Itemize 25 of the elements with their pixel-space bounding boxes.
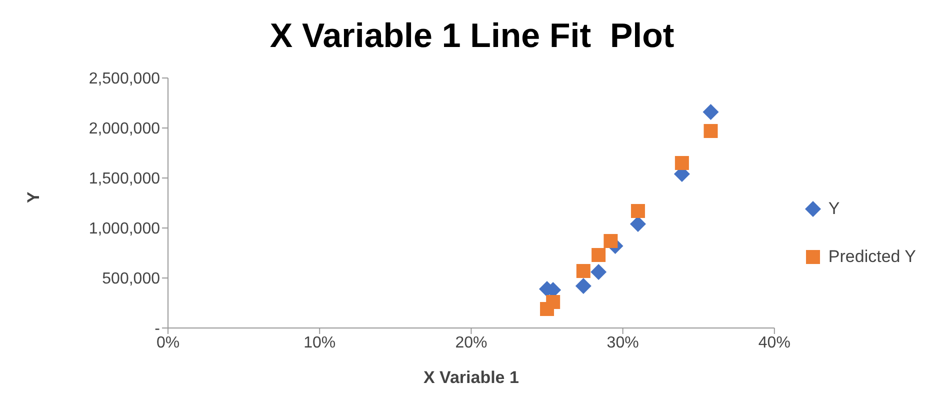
point [575,278,592,294]
y-tick-label: 2,500,000 [88,70,160,88]
y-tick-label: 2,000,000 [88,120,160,138]
x-tick-label: 20% [455,334,488,352]
point [630,204,645,218]
point [630,216,646,232]
x-tick-label: 10% [304,334,336,352]
point [576,264,590,278]
y-tick-label: 500,000 [102,270,160,288]
point [604,234,618,248]
y-tick-label: 1,000,000 [88,220,160,238]
legend-label: Predicted Y [827,246,916,268]
x-tick-label: 40% [758,334,790,352]
y-tick-label: 1,500,000 [88,170,160,188]
x-axis-title: X Variable 1 [423,368,519,387]
chart-title: X Variable 1 Line Fit Plot [268,16,676,57]
point [592,248,606,262]
point [590,264,607,280]
legend-label: Y [827,198,841,220]
point [704,124,718,138]
point [674,156,689,170]
y-axis-title: Y [24,191,44,203]
x-tick-label: 30% [606,334,639,352]
point [702,104,719,120]
point [546,295,560,309]
